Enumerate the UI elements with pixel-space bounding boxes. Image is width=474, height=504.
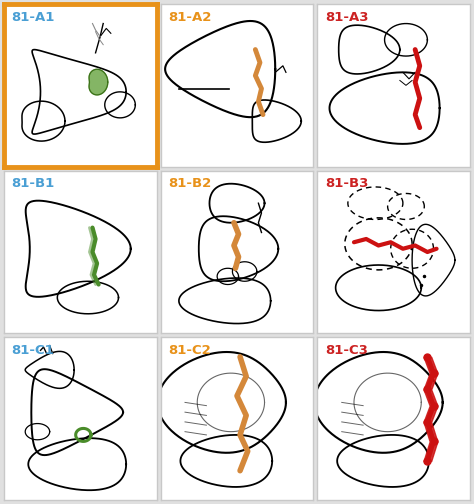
Text: 81-C1: 81-C1 xyxy=(11,344,54,357)
Text: 81-A1: 81-A1 xyxy=(11,11,55,24)
Text: 81-A2: 81-A2 xyxy=(168,11,211,24)
Text: 81-C2: 81-C2 xyxy=(168,344,211,357)
Text: 81-C3: 81-C3 xyxy=(325,344,368,357)
Text: 81-B2: 81-B2 xyxy=(168,177,211,190)
Text: 81-B3: 81-B3 xyxy=(325,177,368,190)
Text: 81-A3: 81-A3 xyxy=(325,11,368,24)
Polygon shape xyxy=(89,69,108,95)
Text: 81-B1: 81-B1 xyxy=(11,177,55,190)
